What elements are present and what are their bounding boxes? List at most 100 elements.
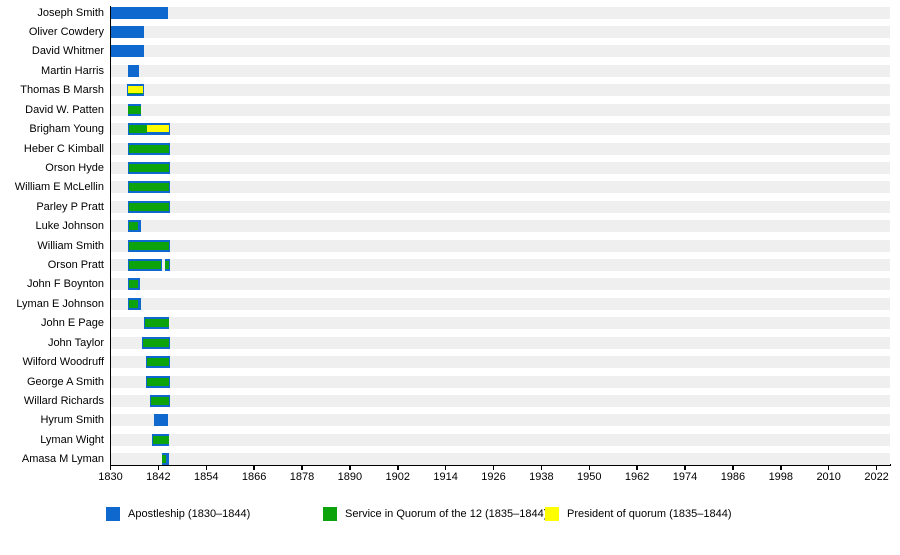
quorum-service-bar <box>142 338 170 347</box>
row-track <box>110 375 890 388</box>
person-name: Lyman E Johnson <box>16 297 104 310</box>
quorum-service-bar <box>128 105 141 114</box>
axis-tick <box>684 465 686 470</box>
quorum-service-bar <box>129 299 139 308</box>
quorum-service-bar <box>129 144 170 153</box>
row-track <box>110 123 890 136</box>
axis-tick-label: 1878 <box>289 471 315 483</box>
axis-tick <box>301 465 303 470</box>
quorum-service-bar <box>129 202 170 211</box>
person-name: Orson Pratt <box>47 259 104 272</box>
axis-tick <box>588 465 591 470</box>
legend-label-apostleship: Apostleship (1830–1844) <box>128 508 251 520</box>
axis-tick-label: 1830 <box>98 471 123 483</box>
person-name: William E McLellin <box>14 181 104 194</box>
quorum-service-bar <box>146 358 170 367</box>
apostleship-bar <box>110 6 168 19</box>
axis-tick-label: 1986 <box>720 471 746 483</box>
quorum-president-bar <box>127 86 143 94</box>
legend-item-quorum: Service in Quorum of the 12 (1835–1844) <box>323 507 547 521</box>
person-name: Oliver Cowdery <box>28 26 104 39</box>
person-name: Brigham Young <box>29 123 104 136</box>
row-track <box>110 200 890 213</box>
person-name: Lyman Wight <box>40 433 104 446</box>
quorum-service-bar <box>129 222 139 231</box>
apostleship-bar <box>128 64 140 77</box>
axis-tick <box>205 465 207 470</box>
person-name: Wilford Woodruff <box>22 356 104 369</box>
quorum-service-bar <box>146 377 170 386</box>
axis-tick-label: 1902 <box>385 471 410 483</box>
person-name: Luke Johnson <box>35 220 105 233</box>
quorum-service-bar <box>150 397 170 405</box>
axis-tick <box>732 465 734 470</box>
legend-swatch-president <box>545 507 559 521</box>
row-track <box>110 336 890 349</box>
row-track <box>110 259 890 272</box>
axis-tick <box>827 465 830 470</box>
person-name: Thomas B Marsh <box>20 84 104 97</box>
quorum-service-bar <box>129 241 170 250</box>
person-name: Hyrum Smith <box>40 414 104 427</box>
row-track <box>110 453 890 466</box>
legend-item-apostleship: Apostleship (1830–1844) <box>106 507 250 521</box>
row-track <box>110 45 890 58</box>
axis-tick <box>157 465 160 470</box>
person-name: William Smith <box>37 239 104 252</box>
row-track <box>110 239 890 252</box>
axis-tick-label: 1914 <box>433 471 458 483</box>
quorum-president-bar <box>146 125 170 133</box>
quorum-service-bar <box>129 163 170 172</box>
person-name: Amasa M Lyman <box>21 453 104 466</box>
row-track <box>110 395 890 407</box>
row-track <box>110 161 890 174</box>
axis-tick-label: 2010 <box>816 471 841 483</box>
row-track <box>110 142 890 155</box>
axis-tick <box>636 465 638 470</box>
person-name: John Taylor <box>47 336 104 349</box>
quorum-service-bar <box>165 261 170 270</box>
legend-swatch-quorum <box>323 507 337 521</box>
row-track <box>110 26 890 39</box>
person-name: Parley P Pratt <box>36 200 104 213</box>
quorum-service-bar <box>144 319 169 328</box>
person-name: David W. Patten <box>25 103 104 116</box>
row-track <box>110 84 890 97</box>
axis-tick-label: 1854 <box>194 471 219 483</box>
person-name: George A Smith <box>26 375 104 388</box>
legend-label-quorum: Service in Quorum of the 12 (1835–1844) <box>345 508 548 520</box>
axis-tick <box>253 465 255 470</box>
axis-tick-label: 1974 <box>672 471 698 483</box>
row-track <box>110 6 890 19</box>
axis-tick <box>349 465 351 470</box>
axis-tick-label: 1866 <box>241 471 267 483</box>
person-name: Willard Richards <box>23 395 104 407</box>
apostleship-bar <box>110 26 145 39</box>
row-track <box>110 414 890 427</box>
quorum-service-bar <box>129 280 138 289</box>
axis-tick-label: 1938 <box>529 471 554 483</box>
person-name: John F Boynton <box>26 278 104 291</box>
legend-label-president: President of quorum (1835–1844) <box>567 508 732 520</box>
y-axis-line <box>109 6 112 465</box>
apostleship-bar <box>110 45 145 58</box>
row-track <box>110 64 890 77</box>
row-track <box>110 433 890 446</box>
quorum-service-bar <box>162 455 166 464</box>
axis-tick <box>397 465 399 470</box>
axis-tick-label: 1962 <box>624 471 650 483</box>
person-name: Martin Harris <box>41 64 104 77</box>
row-track <box>110 297 890 310</box>
person-name: Joseph Smith <box>37 6 104 19</box>
row-track <box>110 317 890 330</box>
axis-tick <box>444 465 447 470</box>
apostleship-bar <box>153 414 168 427</box>
axis-tick <box>875 465 878 470</box>
axis-tick-label: 1950 <box>577 471 602 483</box>
row-track <box>110 181 890 194</box>
axis-tick <box>540 465 543 470</box>
person-name: Orson Hyde <box>45 161 104 174</box>
quorum-service-bar <box>129 183 170 192</box>
axis-tick-label: 2022 <box>864 471 889 483</box>
